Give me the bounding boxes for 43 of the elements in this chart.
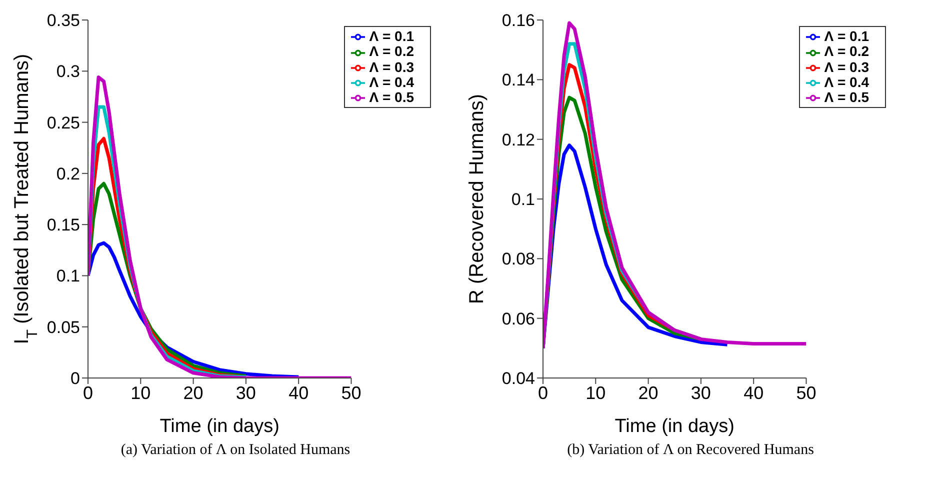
x-tick-label: 0 — [82, 382, 94, 403]
legend-label: Λ = 0.3 — [369, 58, 414, 75]
legend-label: Λ = 0.2 — [369, 43, 414, 60]
y-tick-label: 0.15 — [46, 216, 80, 235]
x-axis-title: Time (in days) — [614, 416, 734, 437]
legend-label: Λ = 0.1 — [824, 28, 869, 44]
y-tick-label: 0.3 — [56, 62, 80, 82]
x-tick-label: 10 — [130, 382, 151, 403]
legend-label: Λ = 0.4 — [824, 74, 869, 90]
text: (a) Variation of Λ on Isolated Humans — [120, 442, 352, 459]
legend-label: Λ = 0.4 — [369, 74, 414, 90]
x-tick-label: 30 — [690, 382, 711, 403]
x-axis-title: Time (in days) — [160, 416, 280, 437]
x-tick-label: 40 — [288, 382, 309, 403]
x-tick-label: 30 — [236, 382, 256, 403]
legend-label: Λ = 0.3 — [824, 58, 869, 75]
y-tick-label: 0.05 — [46, 318, 80, 337]
x-tick-label: 20 — [638, 382, 658, 403]
line-series — [543, 21, 806, 350]
y-tick-label: 0 — [70, 369, 80, 388]
y-tick-label: 0.1 — [511, 190, 535, 210]
y-axis-title: R (Recovered Humans) — [466, 94, 488, 304]
y-tick-label: 0.12 — [502, 130, 535, 150]
x-tick-label: 20 — [183, 382, 204, 403]
y-tick-label: 0.25 — [46, 113, 80, 132]
legend-label: Λ = 0.2 — [824, 43, 869, 60]
x-tick-label: 40 — [744, 382, 764, 403]
text: (b) Variation of Λ on Recovered Humans — [566, 442, 815, 459]
x-tick-label: 50 — [341, 382, 362, 403]
y-tick-label: 0.08 — [502, 250, 535, 269]
x-tick-label: 0 — [538, 382, 548, 403]
legend-label: Λ = 0.1 — [369, 28, 414, 44]
legend-label: Λ = 0.5 — [824, 89, 869, 106]
y-tick-label: 0.14 — [502, 70, 535, 90]
x-tick-label: 10 — [586, 382, 606, 403]
x-tick-label: 50 — [796, 382, 816, 403]
y-tick-label: 0.35 — [46, 11, 80, 30]
y-tick-label: 0.2 — [56, 164, 80, 184]
y-tick-label: 0.04 — [502, 369, 535, 388]
y-tick-label: 0.06 — [502, 309, 535, 328]
legend-label: Λ = 0.5 — [369, 89, 414, 106]
y-tick-label: 0.1 — [56, 266, 80, 286]
y-tick-label: 0.16 — [502, 11, 535, 30]
